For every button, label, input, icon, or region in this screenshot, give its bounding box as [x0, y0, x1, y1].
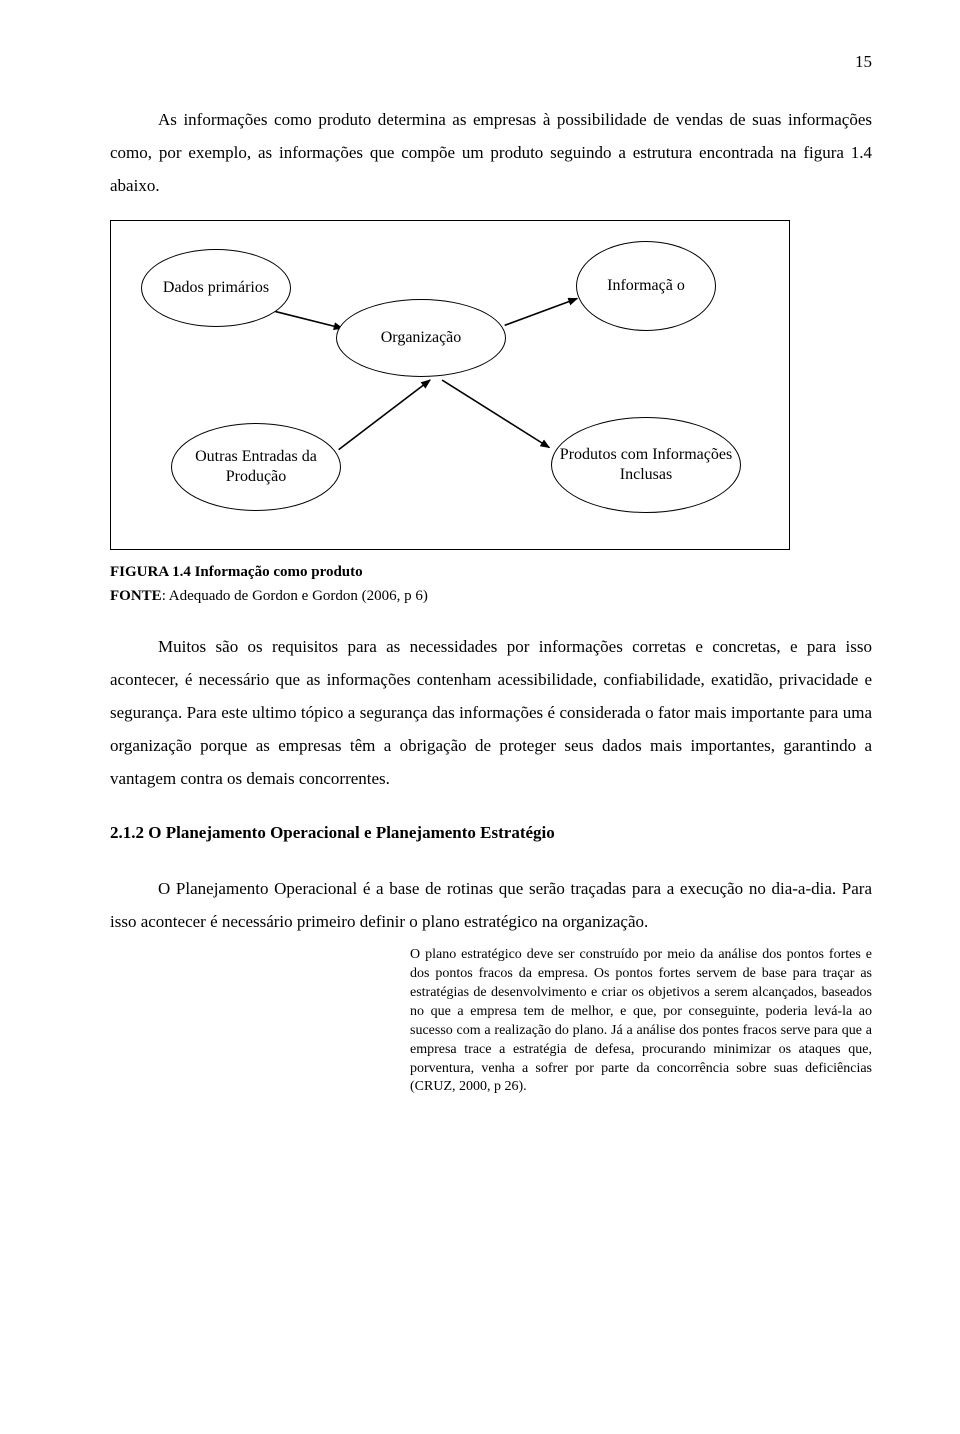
node-informacao: Informaçã o [576, 241, 716, 331]
figure-source: FONTE: Adequado de Gordon e Gordon (2006… [110, 586, 872, 608]
body-paragraph-2: O Planejamento Operacional é a base de r… [110, 872, 872, 938]
node-dados-primarios: Dados primários [141, 249, 291, 327]
figure-source-text: : Adequado de Gordon e Gordon (2006, p 6… [162, 588, 428, 604]
figure-label: FIGURA 1.4 Informação como produto [110, 564, 363, 580]
figure-1-4-diagram: Dados primários Organização Informaçã o … [110, 220, 790, 550]
node-organizacao: Organização [336, 299, 506, 377]
section-heading-2-1-2: 2.1.2 O Planejamento Operacional e Plane… [110, 821, 872, 846]
figure-source-label: FONTE [110, 588, 162, 604]
figure-caption: FIGURA 1.4 Informação como produto [110, 562, 872, 584]
body-paragraph-1: Muitos são os requisitos para as necessi… [110, 630, 872, 796]
intro-paragraph: As informações como produto determina as… [110, 103, 872, 202]
node-produtos: Produtos com Informações Inclusas [551, 417, 741, 513]
block-quote: O plano estratégico deve ser construído … [410, 946, 872, 1097]
node-outras-entradas: Outras Entradas da Produção [171, 423, 341, 511]
page-number: 15 [110, 50, 872, 75]
